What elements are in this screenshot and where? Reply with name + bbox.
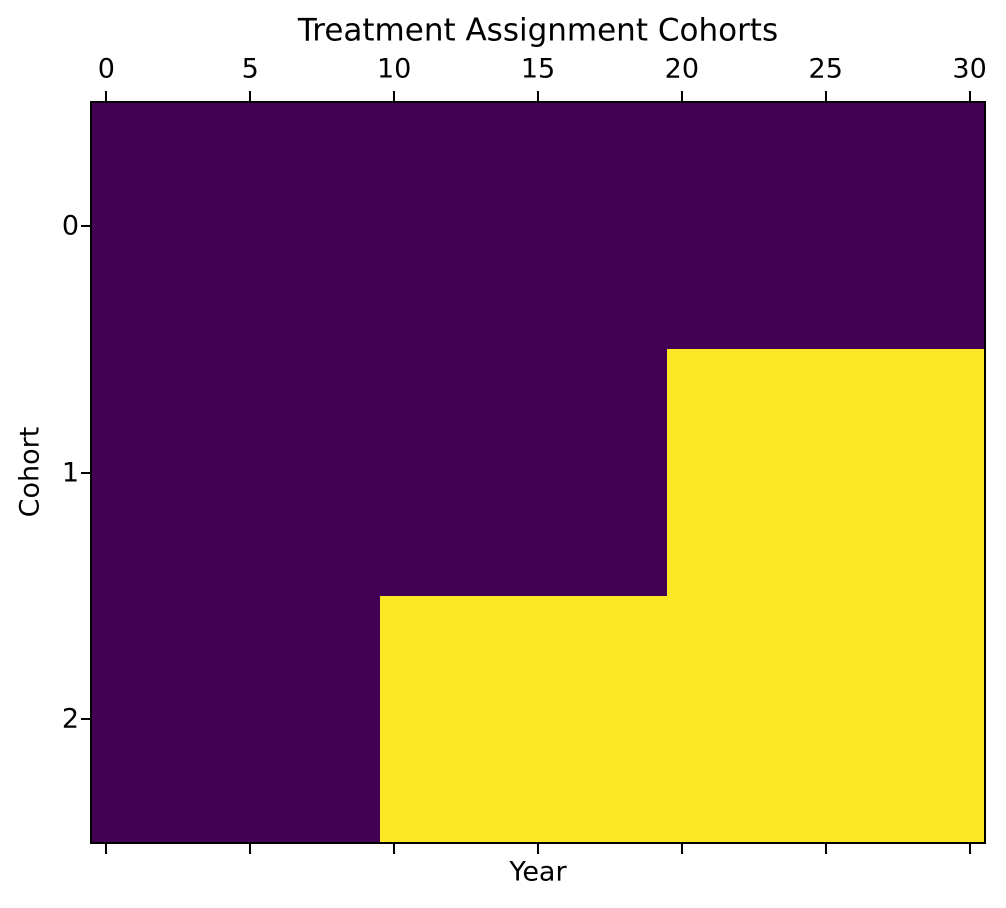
x-tick-mark-bottom <box>393 844 395 854</box>
x-tick-label: 20 <box>664 53 700 85</box>
heatmap-cell-run <box>380 596 984 842</box>
x-tick-label: 0 <box>97 53 115 85</box>
x-tick-mark-top <box>105 91 107 101</box>
y-tick-mark <box>81 472 91 474</box>
y-tick-label: 0 <box>61 210 79 242</box>
x-axis-label: Year <box>509 856 567 888</box>
x-tick-mark-bottom <box>249 844 251 854</box>
x-tick-label: 25 <box>808 53 843 85</box>
x-tick-mark-top <box>681 91 683 101</box>
heatmap-cell-run <box>92 103 984 349</box>
x-tick-mark-bottom <box>825 844 827 854</box>
x-tick-mark-top <box>393 91 395 101</box>
x-tick-label: 10 <box>376 53 412 85</box>
x-tick-mark-top <box>249 91 251 101</box>
x-tick-mark-bottom <box>537 844 539 854</box>
x-tick-mark-bottom <box>969 844 971 854</box>
x-tick-mark-bottom <box>105 844 107 854</box>
y-axis-label: Cohort <box>14 426 46 518</box>
x-tick-mark-top <box>537 91 539 101</box>
x-tick-label: 15 <box>520 53 556 85</box>
heatmap-plot <box>90 101 986 844</box>
x-tick-mark-top <box>825 91 827 101</box>
x-tick-mark-top <box>969 91 971 101</box>
x-tick-label: 30 <box>952 53 987 85</box>
y-tick-mark <box>81 225 91 227</box>
x-tick-label: 5 <box>241 53 259 85</box>
heatmap-cell-run <box>92 596 380 842</box>
y-tick-mark <box>81 718 91 720</box>
y-tick-label: 2 <box>61 703 79 735</box>
y-tick-label: 1 <box>61 457 79 488</box>
heatmap-cell-run <box>92 349 667 596</box>
chart-title: Treatment Assignment Cohorts <box>297 12 779 49</box>
heatmap-cell-run <box>667 349 984 596</box>
x-tick-mark-bottom <box>681 844 683 854</box>
